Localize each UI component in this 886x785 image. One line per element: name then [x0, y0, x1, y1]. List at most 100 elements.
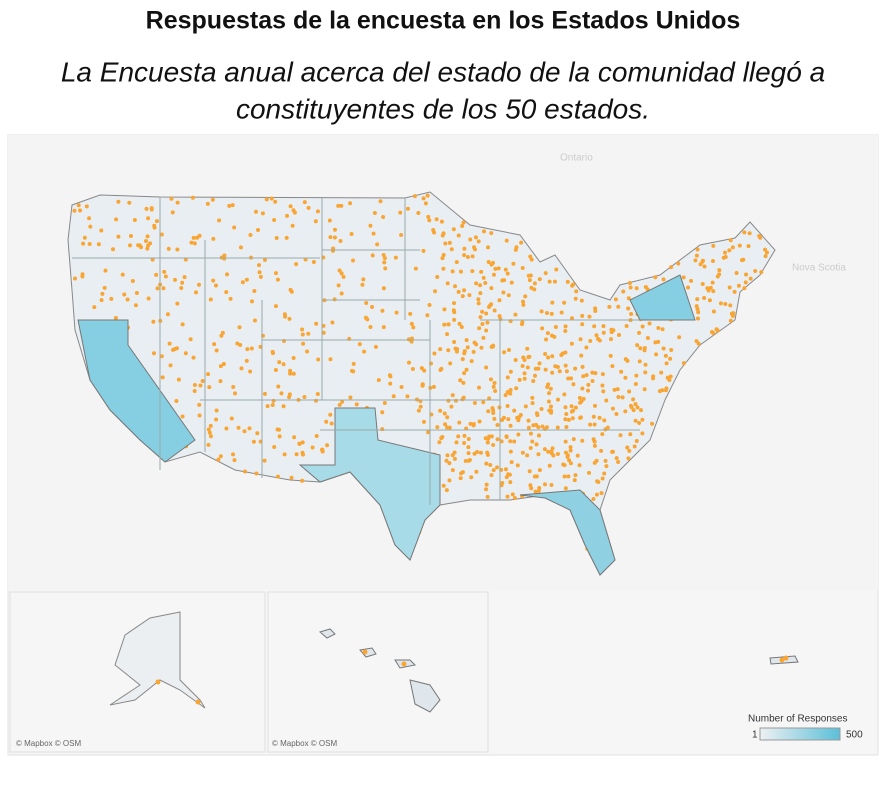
response-point: [376, 378, 381, 383]
response-point: [481, 275, 486, 280]
response-point: [523, 294, 528, 299]
response-point: [159, 232, 164, 237]
response-point: [495, 423, 500, 428]
response-point: [526, 273, 531, 278]
response-point: [710, 258, 715, 263]
response-point: [546, 355, 551, 360]
response-point: [601, 389, 606, 394]
response-point: [472, 400, 477, 405]
response-point: [480, 322, 485, 327]
response-point: [483, 436, 488, 441]
response-point: [506, 293, 511, 298]
response-point: [573, 366, 578, 371]
response-point: [497, 298, 502, 303]
response-point: [113, 316, 118, 321]
subtitle: La Encuesta anual acerca del estado de l…: [61, 56, 825, 87]
response-point: [512, 439, 517, 444]
response-point: [448, 361, 453, 366]
response-point: [490, 406, 495, 411]
response-point: [484, 365, 489, 370]
response-point: [486, 409, 491, 414]
response-point: [175, 200, 180, 205]
response-point: [284, 235, 289, 240]
response-point: [609, 337, 614, 342]
response-point: [488, 377, 493, 382]
response-point: [601, 324, 606, 329]
response-point: [460, 223, 465, 228]
response-point: [300, 450, 305, 455]
response-point: [99, 298, 104, 303]
response-point: [591, 437, 596, 442]
response-point: [564, 369, 569, 374]
response-point: [421, 248, 426, 253]
response-point: [257, 263, 262, 268]
response-point: [746, 244, 751, 249]
response-point: [516, 432, 521, 437]
response-point: [154, 272, 159, 277]
response-point: [586, 388, 591, 393]
response-point: [549, 483, 554, 488]
response-point: [92, 305, 97, 310]
response-point: [450, 269, 455, 274]
response-point: [219, 333, 224, 338]
response-point: [144, 206, 149, 211]
response-point: [715, 274, 720, 279]
response-point: [214, 417, 219, 422]
response-point: [462, 433, 467, 438]
response-point: [336, 203, 341, 208]
response-point: [230, 203, 235, 208]
response-point: [197, 402, 202, 407]
response-point: [426, 214, 431, 219]
response-point: [450, 393, 455, 398]
response-point: [574, 289, 579, 294]
response-point: [357, 342, 362, 347]
response-point: [438, 347, 443, 352]
response-point: [484, 311, 489, 316]
response-point: [254, 471, 259, 476]
response-point: [539, 309, 544, 314]
response-point: [600, 476, 605, 481]
response-point: [262, 257, 267, 262]
response-point: [628, 285, 633, 290]
response-point: [568, 461, 573, 466]
response-point: [214, 408, 219, 413]
response-point: [492, 308, 497, 313]
state: [298, 407, 441, 561]
response-point: [614, 412, 619, 417]
response-point: [211, 236, 216, 241]
response-point: [380, 410, 385, 415]
response-point: [224, 426, 229, 431]
response-point: [707, 298, 712, 303]
response-point: [633, 402, 638, 407]
response-point: [449, 404, 454, 409]
response-point: [572, 478, 577, 483]
response-point: [577, 463, 582, 468]
response-point: [328, 357, 333, 362]
response-point: [702, 295, 707, 300]
response-point: [592, 403, 597, 408]
response-point: [228, 296, 233, 301]
response-point: [176, 377, 181, 382]
response-point: [508, 480, 513, 485]
response-point: [206, 442, 211, 447]
response-point: [78, 208, 83, 213]
response-point: [87, 241, 92, 246]
response-point: [166, 246, 171, 251]
response-point: [632, 444, 637, 449]
response-point: [710, 280, 715, 285]
response-point: [563, 405, 568, 410]
response-point: [457, 420, 462, 425]
response-point: [695, 316, 700, 321]
response-point: [143, 239, 148, 244]
response-point: [689, 278, 694, 283]
response-point: [445, 332, 450, 337]
response-point: [128, 243, 133, 248]
response-point: [252, 289, 257, 294]
response-point: [175, 301, 180, 306]
response-point: [327, 218, 332, 223]
response-point: [695, 307, 700, 312]
response-point: [292, 435, 297, 440]
response-point: [588, 338, 593, 343]
response-point: [80, 274, 85, 279]
response-point: [470, 269, 475, 274]
